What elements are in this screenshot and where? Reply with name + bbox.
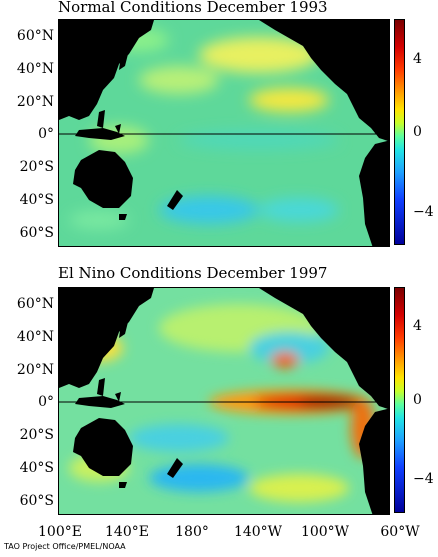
colorbar-1-label-pos4: 4 <box>413 51 422 67</box>
sst-anomaly-map-1993 <box>59 20 389 246</box>
lat-label-60n-1: 60°N <box>16 28 54 44</box>
lat-label-40s-2: 40°S <box>19 460 54 476</box>
colorbar-2-label-neg4: −4 <box>413 471 434 487</box>
colorbar-2-label-0: 0 <box>413 392 422 408</box>
lat-label-eq-2: 0° <box>38 394 54 410</box>
normal-conditions-map <box>58 19 390 247</box>
lon-label-100w: 100°W <box>300 524 350 540</box>
lat-label-20n-2: 20°N <box>16 362 54 378</box>
lat-label-20s-2: 20°S <box>19 427 54 443</box>
colorbar-2-label-pos4: 4 <box>413 318 422 334</box>
sst-anomaly-map-1997 <box>59 288 389 514</box>
lat-label-60n-2: 60°N <box>16 296 54 312</box>
colorbar-1-label-neg4: −4 <box>413 204 434 220</box>
lat-label-60s-2: 60°S <box>19 493 54 509</box>
lat-label-20n-1: 20°N <box>16 94 54 110</box>
colorbar-1 <box>394 19 405 245</box>
lon-label-140w: 140°W <box>233 524 283 540</box>
lat-label-20s-1: 20°S <box>19 159 54 175</box>
lat-label-40n-1: 40°N <box>16 61 54 77</box>
colorbar-2 <box>394 287 405 513</box>
lat-label-40s-1: 40°S <box>19 192 54 208</box>
panel-1-title: Normal Conditions December 1993 <box>58 0 328 16</box>
colorbar-1-label-0: 0 <box>413 124 422 140</box>
lat-label-eq-1: 0° <box>38 126 54 142</box>
panel-2-title: El Nino Conditions December 1997 <box>58 264 328 282</box>
lat-label-60s-1: 60°S <box>19 225 54 241</box>
el-nino-conditions-map <box>58 287 390 515</box>
lon-label-140e: 140°E <box>105 524 149 540</box>
credit-text: TAO Project Office/PMEL/NOAA <box>4 542 126 551</box>
lat-label-40n-2: 40°N <box>16 329 54 345</box>
lon-label-100e: 100°E <box>38 524 82 540</box>
lon-label-180: 180° <box>175 524 209 540</box>
lon-label-60w: 60°W <box>380 524 420 540</box>
